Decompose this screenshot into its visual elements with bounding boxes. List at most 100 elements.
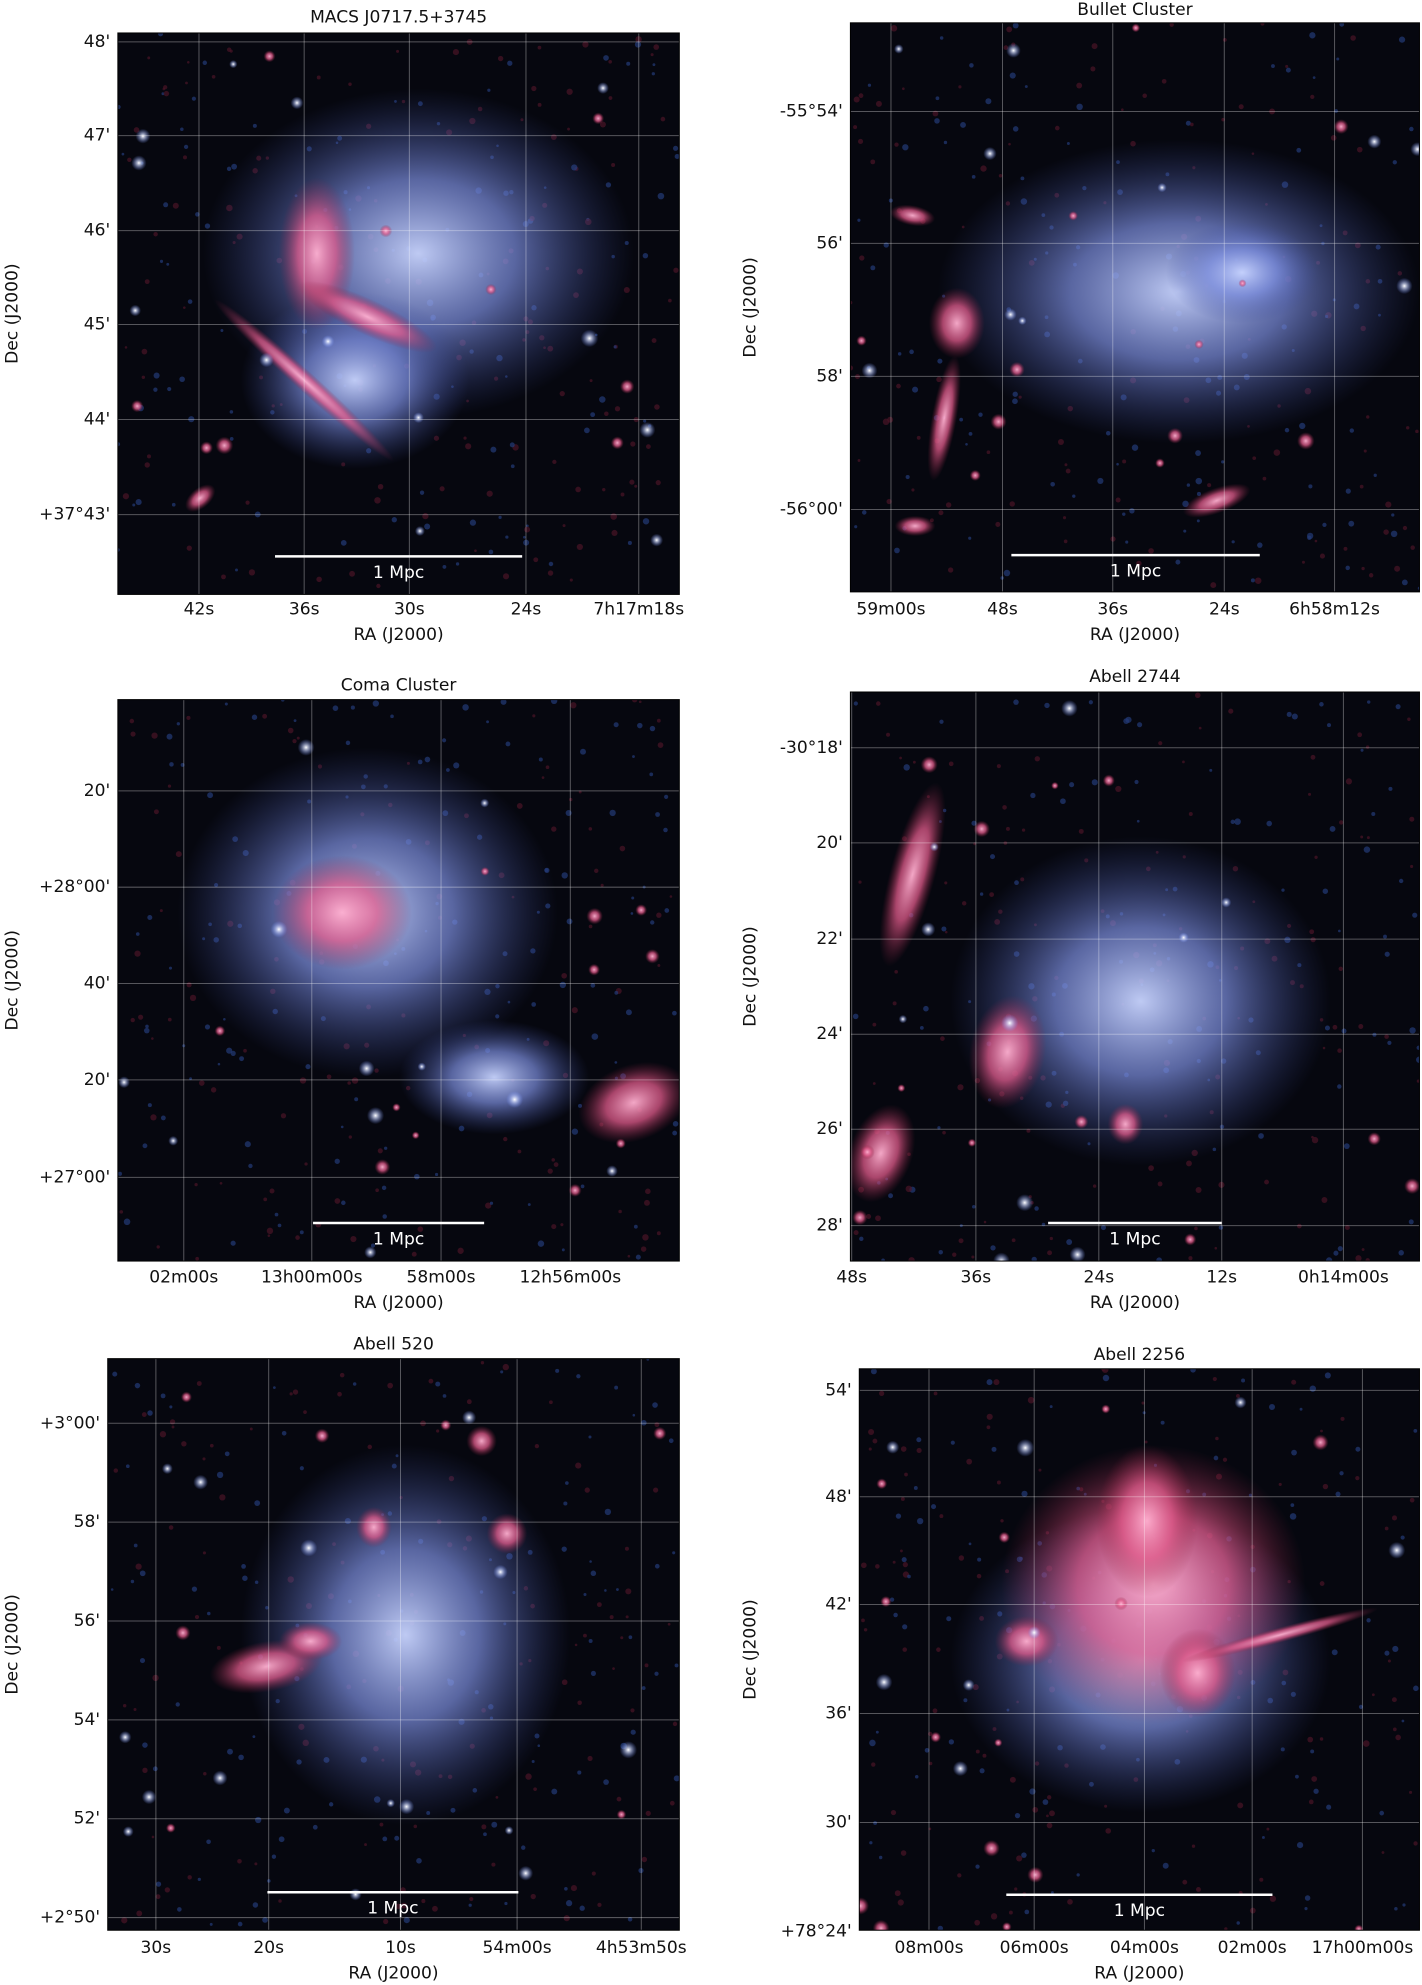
- noise: [933, 1391, 938, 1396]
- noise: [634, 41, 642, 48]
- y-tick-label: +2°50': [40, 1908, 100, 1928]
- noise: [1210, 582, 1217, 589]
- noise: [552, 459, 557, 465]
- noise: [166, 262, 170, 266]
- noise: [1254, 577, 1262, 585]
- x-ray-emission: [1165, 221, 1319, 324]
- noise: [583, 1633, 587, 1638]
- noise: [144, 462, 150, 468]
- x-tick-label: 17h00m00s: [1312, 1938, 1414, 1958]
- noise: [524, 526, 531, 533]
- panel-frame: [849, 691, 1420, 1262]
- noise: [1408, 1219, 1414, 1225]
- noise: [1257, 542, 1263, 548]
- noise: [239, 1056, 245, 1062]
- noise: [633, 1224, 638, 1229]
- noise: [575, 486, 581, 493]
- noise: [1091, 43, 1098, 50]
- noise: [289, 1392, 293, 1396]
- noise: [186, 715, 191, 720]
- x-tick-label: 0h14m00s: [1298, 1268, 1389, 1288]
- noise: [1381, 1851, 1385, 1854]
- star: [586, 907, 603, 925]
- noise: [551, 826, 557, 832]
- noise: [1014, 1812, 1021, 1819]
- x-tick-label: 06m00s: [1000, 1938, 1069, 1958]
- noise: [632, 1413, 636, 1417]
- noise: [281, 1430, 287, 1436]
- star: [1388, 1541, 1406, 1559]
- noise: [1000, 1519, 1004, 1523]
- noise: [1078, 828, 1084, 834]
- noise: [1368, 573, 1374, 578]
- point-source: [374, 1159, 391, 1175]
- y-tick-label: 54': [74, 1710, 100, 1730]
- noise: [901, 1557, 907, 1563]
- star: [1018, 316, 1027, 325]
- noise: [1069, 782, 1075, 788]
- noise: [1260, 22, 1265, 26]
- noise: [411, 1251, 417, 1257]
- noise: [153, 372, 160, 379]
- noise: [936, 1647, 941, 1652]
- noise: [186, 982, 192, 988]
- noise: [608, 96, 613, 100]
- noise: [1338, 929, 1341, 933]
- noise: [171, 1425, 175, 1429]
- noise: [1415, 429, 1419, 434]
- noise: [876, 701, 881, 706]
- noise: [1409, 816, 1415, 822]
- noise: [894, 142, 899, 147]
- noise: [875, 100, 882, 107]
- noise: [551, 1158, 555, 1162]
- noise: [643, 419, 647, 423]
- noise: [1194, 692, 1201, 699]
- noise: [167, 386, 172, 392]
- noise: [274, 1212, 279, 1217]
- noise: [1009, 1776, 1016, 1783]
- point-source: [414, 526, 425, 537]
- noise: [292, 738, 297, 744]
- noise: [334, 1198, 341, 1204]
- point-source: [929, 842, 939, 852]
- noise: [144, 279, 150, 285]
- radio-emission: [214, 299, 394, 462]
- noise: [1134, 779, 1139, 785]
- noise: [1332, 1024, 1338, 1030]
- point-source: [1396, 277, 1413, 295]
- point-source: [462, 1410, 477, 1425]
- noise: [902, 87, 905, 91]
- noise: [905, 474, 910, 480]
- noise: [1092, 1184, 1097, 1188]
- noise: [986, 450, 991, 455]
- noise: [878, 1855, 883, 1860]
- noise: [1021, 1852, 1027, 1858]
- noise: [902, 144, 909, 151]
- noise: [1366, 1618, 1371, 1623]
- noise: [619, 845, 626, 852]
- noise: [655, 812, 660, 817]
- noise: [185, 81, 188, 85]
- noise: [1383, 529, 1389, 535]
- noise: [620, 1636, 624, 1640]
- noise: [590, 1570, 597, 1577]
- radio-emission: [185, 484, 216, 512]
- noise: [147, 1103, 152, 1108]
- noise: [979, 1768, 985, 1774]
- noise: [1304, 1895, 1311, 1901]
- noise: [625, 1588, 632, 1595]
- noise: [913, 1486, 918, 1490]
- noise: [1137, 722, 1143, 728]
- noise: [485, 1202, 492, 1209]
- noise: [640, 1246, 647, 1252]
- noise: [594, 868, 599, 874]
- noise: [1343, 546, 1348, 551]
- noise: [624, 1546, 629, 1551]
- panel-title: Coma Cluster: [341, 676, 458, 696]
- noise: [641, 1856, 648, 1863]
- noise: [1338, 966, 1343, 971]
- noise: [900, 1850, 907, 1856]
- noise: [1012, 22, 1019, 29]
- noise: [439, 486, 445, 492]
- noise: [248, 1163, 253, 1169]
